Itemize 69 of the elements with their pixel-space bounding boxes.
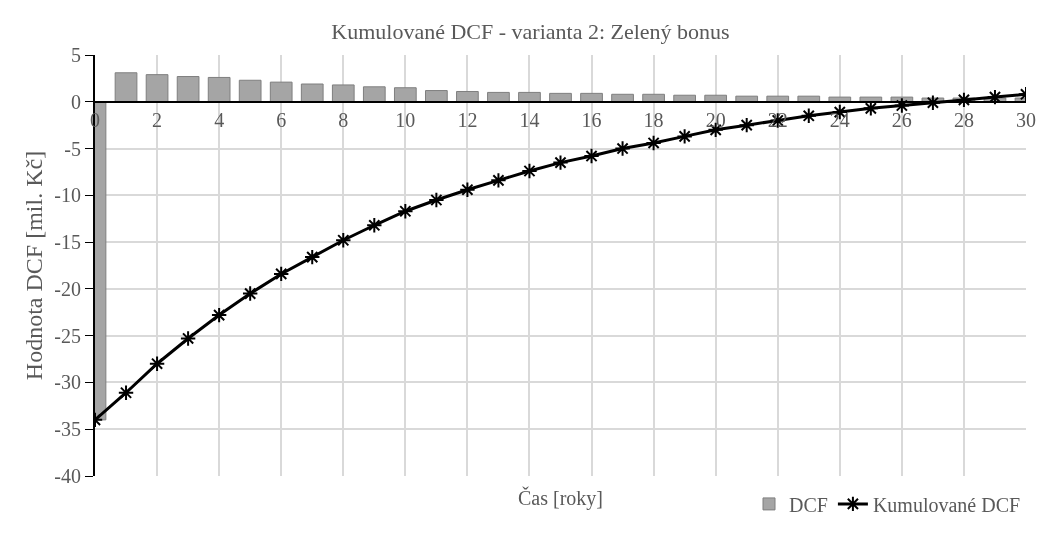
bar [300, 83, 324, 103]
point [117, 384, 135, 401]
point [955, 91, 973, 109]
y-tick-label: -40 [54, 465, 81, 487]
y-tick-label: -5 [64, 137, 81, 160]
bar [456, 90, 479, 103]
point [304, 248, 321, 266]
chart-title: Kumulované DCF - varianta 2: Zelený bonus [331, 19, 730, 45]
x-tick-label: 8 [338, 108, 349, 131]
x-tick-label: 20 [705, 108, 726, 131]
x-tick-label: 12 [457, 108, 478, 131]
x-tick-label: 24 [829, 108, 850, 131]
x-tick-label: 4 [214, 108, 225, 131]
point [521, 162, 538, 180]
x-tick-label: 0 [90, 108, 100, 131]
point [676, 128, 693, 145]
legend-label: Kumulované DCF [872, 493, 1021, 516]
bar [362, 86, 386, 103]
point [552, 154, 569, 171]
point [614, 140, 631, 157]
x-tick-label: 14 [519, 108, 540, 131]
bar [238, 79, 262, 103]
y-tick-label: -35 [54, 418, 81, 441]
point [800, 107, 817, 125]
y-tick-label: -20 [54, 277, 81, 300]
y-tick-label: -25 [54, 324, 81, 347]
x-tick-label: 10 [395, 108, 416, 131]
bar [393, 87, 417, 103]
x-tick-label: 6 [276, 108, 287, 131]
point [241, 285, 259, 302]
bar [176, 76, 200, 103]
bar [207, 76, 231, 103]
y-tick-label: 0 [71, 90, 81, 113]
y-tick-label: -10 [54, 184, 81, 207]
point [335, 232, 352, 249]
y-tick-label: -15 [54, 231, 81, 254]
x-tick-label: 16 [581, 108, 602, 131]
point [459, 181, 476, 198]
x-tick-label: 18 [643, 108, 664, 131]
point [210, 306, 228, 324]
bar [269, 81, 293, 103]
point [645, 134, 662, 152]
y-tick-label: -30 [54, 371, 81, 394]
bar [331, 84, 355, 103]
bar [859, 96, 883, 103]
point [893, 97, 911, 114]
bar [114, 72, 138, 103]
point [986, 88, 1004, 106]
point [738, 116, 755, 134]
point [583, 147, 600, 165]
point [273, 265, 290, 283]
bar [145, 74, 169, 103]
y-tick-label: 5 [71, 44, 81, 66]
point [179, 330, 197, 347]
bar [425, 90, 448, 103]
x-axis-title: Čas [roky] [518, 486, 603, 510]
point [148, 355, 166, 372]
x-tick-label: 28 [953, 108, 974, 131]
point [428, 191, 445, 209]
x-tick-label: 26 [891, 108, 912, 131]
x-tick-label: 2 [152, 108, 163, 131]
bar [828, 96, 852, 103]
point [397, 203, 414, 220]
x-tick-label: 22 [767, 108, 788, 131]
point [366, 217, 383, 234]
point [490, 172, 507, 189]
legend-label: DCF [789, 493, 828, 516]
y-axis-title: Hodnota DCF [mil. Kč] [20, 150, 47, 381]
x-tick-label: 30 [1016, 108, 1036, 131]
